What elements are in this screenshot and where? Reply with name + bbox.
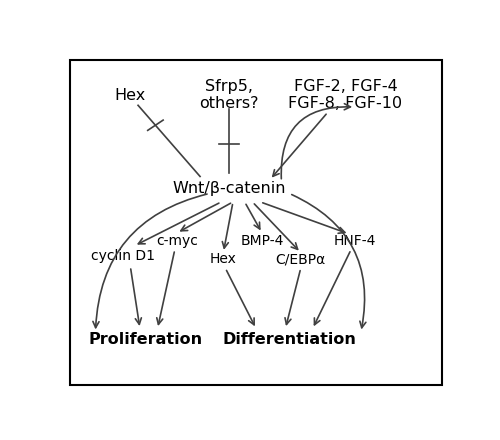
Text: HNF-4: HNF-4	[334, 234, 376, 248]
Text: Hex: Hex	[210, 253, 237, 267]
Text: C/EBPα: C/EBPα	[276, 253, 326, 267]
Text: Differentiation: Differentiation	[222, 332, 356, 347]
Text: c-myc: c-myc	[156, 234, 198, 248]
Text: BMP-4: BMP-4	[240, 234, 284, 248]
Text: Sfrp5,
others?: Sfrp5, others?	[200, 79, 259, 111]
Text: Hex: Hex	[114, 88, 146, 103]
Text: Wnt/β-catenin: Wnt/β-catenin	[172, 181, 286, 196]
Text: cyclin D1: cyclin D1	[90, 249, 154, 263]
Text: Proliferation: Proliferation	[89, 332, 203, 347]
Text: FGF-2, FGF-4
FGF-8, FGF-10: FGF-2, FGF-4 FGF-8, FGF-10	[288, 79, 403, 111]
